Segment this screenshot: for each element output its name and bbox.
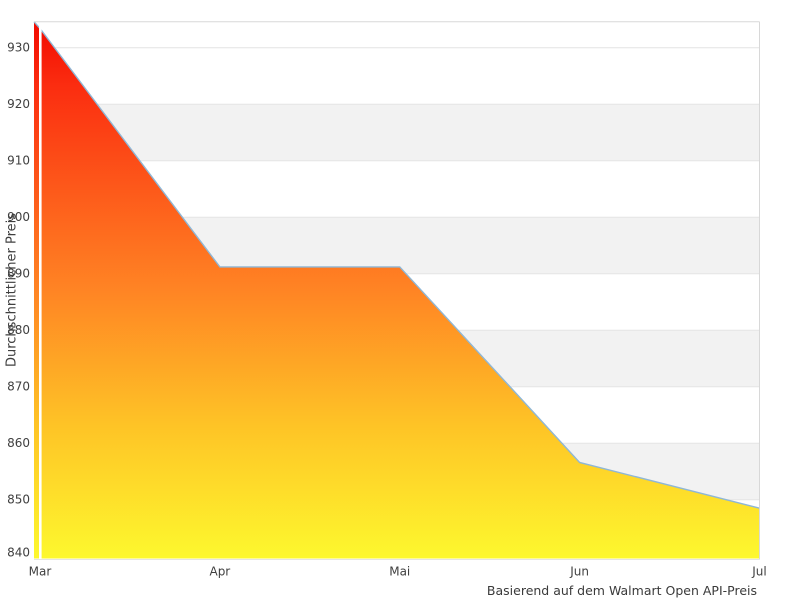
y-tick-label: 930 xyxy=(7,41,30,55)
x-tick-label: Jul xyxy=(751,565,766,579)
x-tick-label: Jun xyxy=(569,565,589,579)
y-axis-gap xyxy=(39,21,42,559)
y-tick-label: 890 xyxy=(7,267,30,281)
x-tick-label: Mar xyxy=(29,565,52,579)
y-tick-label: 920 xyxy=(7,97,30,111)
x-tick-label: Apr xyxy=(209,565,230,579)
y-tick-label: 900 xyxy=(7,210,30,224)
y-tick-label: 870 xyxy=(7,380,30,394)
y-tick-label: 840 xyxy=(7,546,30,560)
y-tick-label: 850 xyxy=(7,493,30,507)
y-axis-title: Durchschnittlicher Preis xyxy=(4,212,20,368)
y-tick-label: 880 xyxy=(7,323,30,337)
price-area xyxy=(34,21,760,559)
x-tick-label: Mai xyxy=(389,565,410,579)
y-tick-label: 860 xyxy=(7,436,30,450)
grid-band xyxy=(40,104,760,161)
chart-caption: Basierend auf dem Walmart Open API-Preis xyxy=(486,583,757,598)
y-tick-label: 910 xyxy=(7,154,30,168)
